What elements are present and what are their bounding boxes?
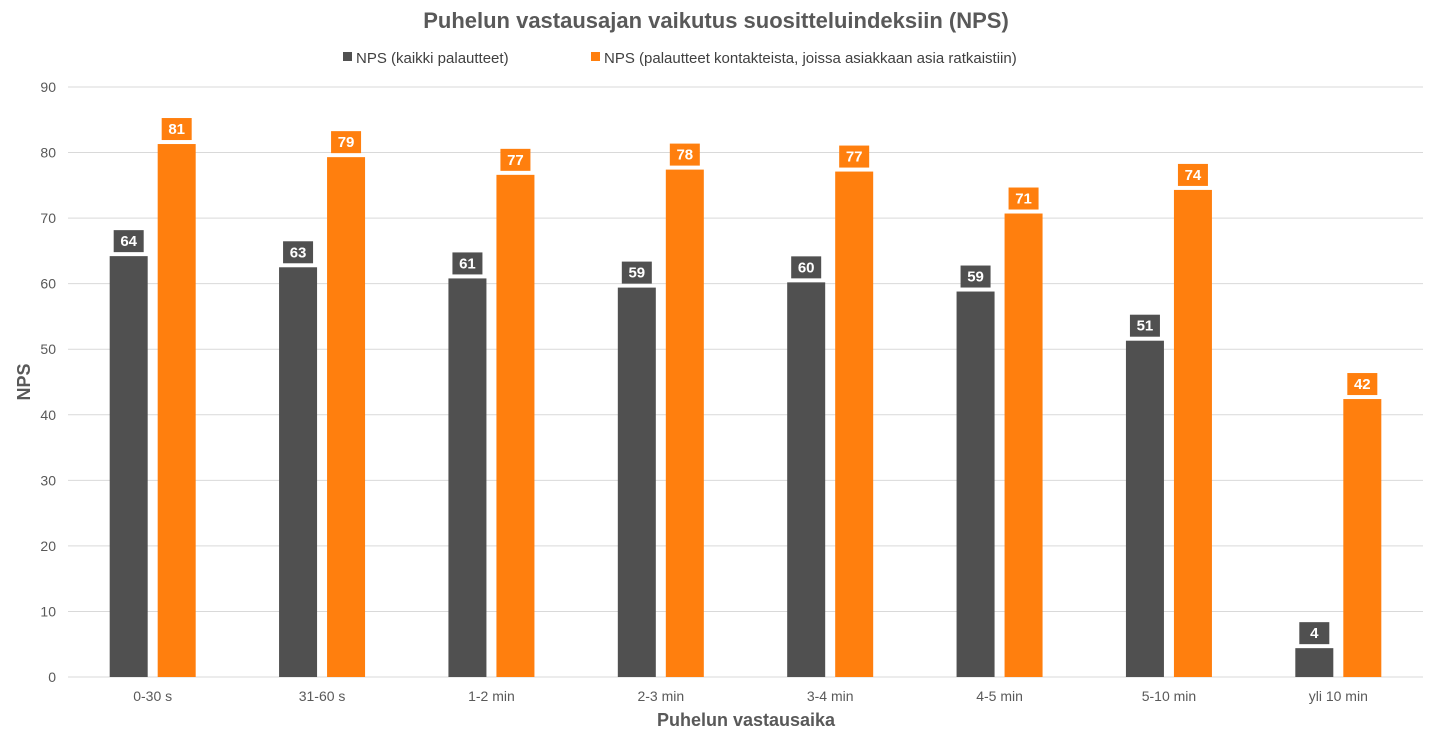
x-tick-label-7: yli 10 min bbox=[1309, 688, 1368, 704]
bar-series-2-1 bbox=[327, 157, 366, 678]
y-axis-title: NPS bbox=[14, 363, 34, 400]
data-label-box-series-1-2 bbox=[452, 252, 483, 275]
data-label-series-2-6: 74 bbox=[1185, 167, 1202, 184]
x-tick-label-6: 5-10 min bbox=[1142, 688, 1196, 704]
bar-series-2-5 bbox=[1004, 213, 1043, 677]
data-label-series-2-1: 79 bbox=[338, 134, 355, 151]
legend-label-series-1: NPS (kaikki palautteet) bbox=[356, 50, 509, 67]
y-axis-ticks: 0 10 20 30 40 50 60 70 80 90 bbox=[40, 79, 56, 685]
data-label-series-2-7: 42 bbox=[1354, 376, 1371, 393]
data-label-box-series-2-5 bbox=[1008, 187, 1039, 210]
legend: NPS (kaikki palautteet) NPS (palautteet … bbox=[343, 50, 1017, 67]
y-tick-label-70: 70 bbox=[40, 210, 56, 226]
legend-label-series-2: NPS (palautteet kontakteista, joissa asi… bbox=[604, 50, 1017, 67]
data-label-series-2-2: 77 bbox=[507, 152, 524, 169]
x-tick-label-4: 3-4 min bbox=[807, 688, 854, 704]
data-label-series-2-5: 71 bbox=[1015, 191, 1032, 208]
bar-series-2-4 bbox=[835, 171, 874, 678]
bar-series-2-7 bbox=[1343, 399, 1382, 677]
data-label-series-1-2: 61 bbox=[459, 255, 476, 272]
y-tick-label-60: 60 bbox=[40, 276, 56, 292]
bar-series-2-6 bbox=[1173, 189, 1212, 677]
bar-series-1-5 bbox=[956, 291, 995, 677]
y-tick-label-40: 40 bbox=[40, 407, 56, 423]
bar-series-1-4 bbox=[787, 282, 826, 677]
data-label-series-1-4: 60 bbox=[798, 259, 815, 276]
data-label-box-series-1-5 bbox=[960, 265, 991, 288]
data-label-box-series-1-0 bbox=[113, 230, 144, 253]
x-axis-title: Puhelun vastausaika bbox=[657, 710, 836, 730]
gridlines bbox=[68, 86, 1423, 678]
data-label-series-1-1: 63 bbox=[290, 244, 307, 261]
bar-series-2-2 bbox=[496, 174, 535, 677]
data-label-box-series-1-7 bbox=[1299, 622, 1330, 645]
data-label-box-series-2-1 bbox=[331, 131, 362, 154]
x-tick-label-1: 31-60 s bbox=[299, 688, 346, 704]
data-label-box-series-2-7 bbox=[1347, 373, 1378, 396]
data-label-series-2-4: 77 bbox=[846, 149, 863, 166]
data-label-box-series-2-0 bbox=[161, 118, 192, 141]
x-tick-label-0: 0-30 s bbox=[133, 688, 172, 704]
bar-series-1-0 bbox=[109, 256, 148, 677]
data-label-box-series-2-2 bbox=[500, 148, 531, 171]
y-tick-label-20: 20 bbox=[40, 538, 56, 554]
bar-series-2-0 bbox=[157, 144, 196, 678]
y-tick-label-0: 0 bbox=[48, 669, 56, 685]
y-tick-label-30: 30 bbox=[40, 472, 56, 488]
x-tick-label-3: 2-3 min bbox=[637, 688, 684, 704]
y-tick-label-80: 80 bbox=[40, 145, 56, 161]
data-label-box-series-1-6 bbox=[1129, 314, 1160, 337]
bar-series-1-2 bbox=[448, 278, 487, 677]
bar-series-1-1 bbox=[279, 267, 318, 677]
x-tick-label-5: 4-5 min bbox=[976, 688, 1023, 704]
data-label-box-series-1-4 bbox=[791, 256, 822, 279]
data-label-box-series-2-4 bbox=[839, 145, 870, 168]
data-label-box-series-1-1 bbox=[283, 241, 314, 264]
bar-series-1-7 bbox=[1295, 648, 1334, 677]
bar-series-1-6 bbox=[1125, 340, 1164, 677]
data-label-box-series-1-3 bbox=[621, 261, 652, 284]
data-label-series-1-3: 59 bbox=[628, 265, 645, 282]
bar-series-2-3 bbox=[665, 169, 704, 677]
y-tick-label-90: 90 bbox=[40, 79, 56, 95]
data-label-box-series-2-3 bbox=[669, 143, 700, 166]
data-label-series-2-0: 81 bbox=[168, 121, 185, 138]
legend-swatch-series-1 bbox=[343, 52, 352, 61]
bar-series-1-3 bbox=[617, 287, 656, 677]
data-label-series-2-3: 78 bbox=[676, 147, 693, 164]
data-label-series-1-0: 64 bbox=[120, 233, 137, 250]
data-label-series-1-7: 4 bbox=[1310, 625, 1319, 642]
chart-title: Puhelun vastausajan vaikutus suosittelui… bbox=[423, 8, 1009, 33]
data-label-box-series-2-6 bbox=[1177, 163, 1208, 186]
data-label-series-1-5: 59 bbox=[967, 269, 984, 286]
legend-swatch-series-2 bbox=[591, 52, 600, 61]
y-tick-label-50: 50 bbox=[40, 341, 56, 357]
y-tick-label-10: 10 bbox=[40, 603, 56, 619]
data-label-series-1-6: 51 bbox=[1137, 318, 1154, 335]
x-axis-ticks: 0-30 s 31-60 s 1-2 min 2-3 min 3-4 min 4-5 mi… bbox=[133, 688, 1368, 704]
bars: 64 81 63 79 61 77 59 78 60 77 59 71 51 74 4 42 bbox=[109, 118, 1382, 678]
x-tick-label-2: 1-2 min bbox=[468, 688, 515, 704]
